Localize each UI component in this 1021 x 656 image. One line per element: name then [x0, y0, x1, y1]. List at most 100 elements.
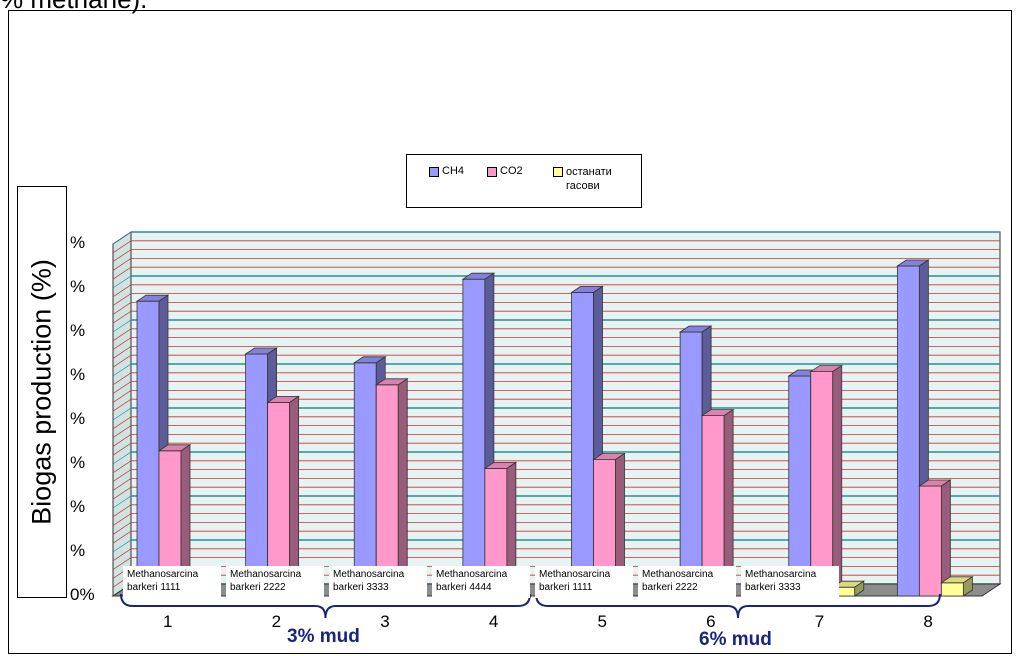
bar-front — [353, 362, 377, 597]
y-tick-label: % — [70, 541, 86, 560]
side-gridline — [112, 398, 132, 412]
y-axis-label: Biogas production (%) — [26, 259, 57, 525]
side-gridline — [112, 302, 132, 315]
y-tick-label: % — [70, 321, 86, 340]
category-label-line2: barkeri 1111 — [539, 582, 593, 593]
x-tick-label: 6 — [706, 612, 716, 631]
x-tick-label: 7 — [814, 612, 825, 631]
side-gridline — [112, 381, 132, 394]
category-label-line1: Methanosarcina — [127, 569, 199, 580]
side-gridline — [112, 240, 132, 254]
bar-останати-гасови-8 — [940, 576, 974, 597]
bars — [135, 259, 974, 597]
category-label: Methanosarcina barkeri 3333 — [329, 566, 427, 598]
bar-front — [136, 300, 160, 597]
ylabel-box — [17, 186, 67, 598]
category-label-line1: Methanosarcina — [436, 569, 508, 580]
bar-side — [832, 364, 843, 597]
side-gridline — [112, 460, 132, 474]
side-gridline — [112, 337, 132, 350]
category-label-line1: Methanosarcina — [230, 569, 302, 580]
category-label: Methanosarcina barkeri 2222 — [638, 566, 736, 598]
category-label-line2: barkeri 1111 — [127, 582, 181, 593]
bar-front — [788, 375, 812, 597]
side-gridline — [112, 486, 132, 500]
group-label: 3% mud — [287, 626, 360, 647]
bar-front — [918, 485, 942, 597]
side-gridline — [112, 293, 132, 306]
bar-side — [397, 378, 408, 597]
legend-swatch-co2 — [487, 167, 497, 177]
category-label: Methanosarcina barkeri 2222 — [226, 566, 324, 598]
side-gridline — [112, 372, 132, 386]
side-gridline — [112, 407, 132, 421]
x-tick-label: 8 — [923, 612, 933, 631]
x-tick-label: 2 — [271, 612, 282, 631]
legend-swatch-other — [553, 167, 563, 177]
x-tick-label: 3 — [380, 612, 390, 631]
side-gridline — [112, 425, 132, 438]
side-gridline — [112, 231, 132, 245]
category-label-line2: barkeri 3333 — [745, 582, 801, 593]
category-label-line1: Methanosarcina — [745, 569, 817, 580]
bar-front — [940, 582, 964, 597]
y-tick-label: % — [70, 409, 86, 428]
legend-swatch-ch4 — [429, 167, 439, 177]
bar-front — [571, 291, 594, 597]
category-label-line2: barkeri 2222 — [230, 582, 286, 593]
side-gridline — [112, 390, 132, 403]
category-label: Methanosarcina barkeri 4444 — [432, 566, 530, 598]
bar-front — [896, 265, 920, 597]
category-label: Methanosarcina barkeri 3333 — [741, 566, 839, 598]
bar-CO2-7 — [809, 364, 844, 597]
category-label-line2: barkeri 4444 — [436, 582, 492, 593]
side-gridline — [112, 478, 132, 491]
y-tick-label: % — [70, 497, 86, 516]
side-gridline — [112, 346, 132, 359]
side-gridline — [112, 354, 132, 368]
legend-label-co2: CO2 — [500, 165, 523, 177]
x-tick-label: 4 — [488, 612, 499, 631]
side-gridline — [112, 249, 132, 262]
category-label-line2: barkeri 2222 — [642, 582, 698, 593]
side-gridline — [112, 513, 132, 526]
y-tick-label: % — [70, 365, 86, 384]
side-gridline — [112, 442, 132, 456]
bar-CO2-1 — [157, 444, 192, 597]
legend-item-co2: CO2 — [487, 165, 523, 177]
bar-front — [462, 278, 486, 597]
bar-CO2-4 — [483, 461, 518, 597]
group-brace — [120, 593, 531, 619]
x-tick-label: 5 — [597, 612, 607, 631]
side-gridline — [112, 363, 132, 377]
category-label-line1: Methanosarcina — [539, 569, 611, 580]
side-gridline — [112, 275, 132, 289]
x-tick-label: 1 — [163, 612, 173, 631]
category-label-line1: Methanosarcina — [333, 569, 405, 580]
bar-CH4-4 — [461, 272, 496, 597]
side-gridline — [112, 557, 132, 570]
bar-front — [810, 371, 834, 597]
group-label: 6% mud — [699, 629, 772, 650]
side-gridline — [112, 548, 132, 562]
bar-front — [375, 384, 399, 597]
side-gridline — [112, 319, 132, 333]
bar-CO2-3 — [374, 378, 409, 597]
category-label-line1: Methanosarcina — [642, 569, 714, 580]
legend: CH4 CO2 останати гасови — [406, 154, 642, 208]
bar-front — [679, 331, 703, 597]
side-gridline — [112, 530, 132, 544]
bar-side — [854, 580, 865, 597]
legend-label-ch4: CH4 — [442, 165, 465, 177]
category-label: Methanosarcina barkeri 1111 — [123, 566, 221, 598]
legend-item-other: останати гасови — [553, 165, 633, 193]
side-gridline — [112, 284, 132, 298]
legend-item-ch4: CH4 — [429, 165, 464, 177]
group-braces — [120, 593, 941, 619]
side-gridline — [112, 310, 132, 324]
y-tick-label: % — [70, 277, 86, 296]
y-tick-label: % — [70, 233, 86, 252]
chart-frame — [8, 10, 1012, 654]
side-gridline — [112, 434, 132, 447]
